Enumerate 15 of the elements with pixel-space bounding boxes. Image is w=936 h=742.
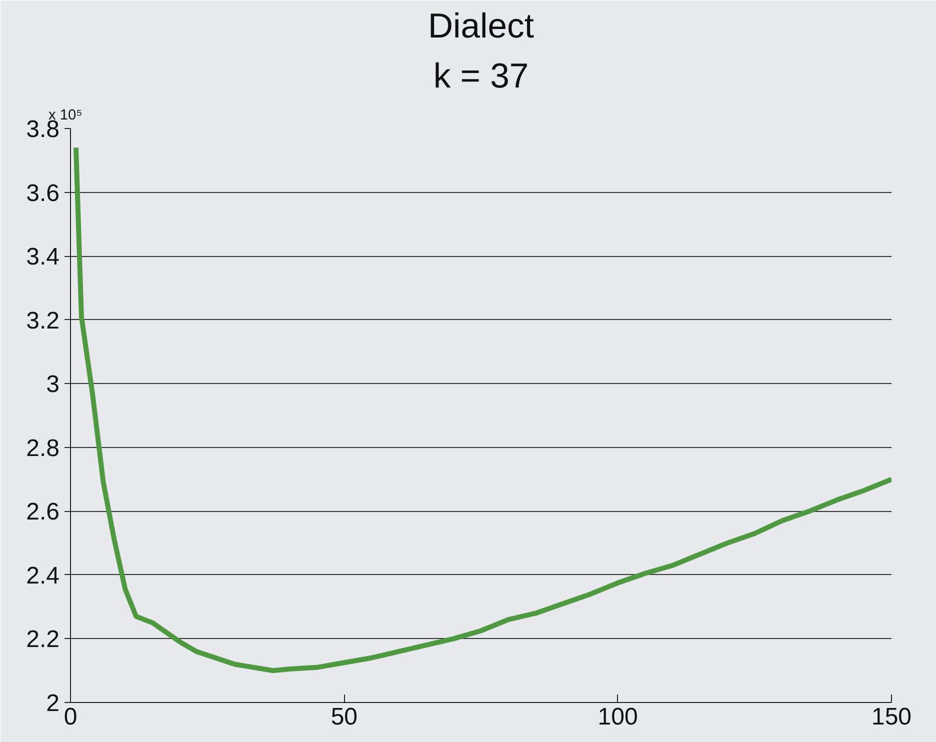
x-tick-label: 150 [871,704,912,730]
x-tick-label: 0 [64,704,78,730]
y-tick-label: 2.4 [26,562,60,590]
y-tick-label: 3.4 [26,244,60,271]
chart-title: Dialect [428,8,534,46]
x-tick-label: 50 [330,704,358,730]
y-tick-label: 3.6 [26,180,60,207]
y-tick-label: 2.2 [26,626,60,654]
y-tick-label: 2 [46,690,60,717]
y-tick-label: 2.6 [26,498,60,526]
x-tick-label: 100 [598,704,638,730]
y-tick-label: 3.2 [26,307,60,334]
chart-subtitle: k = 37 [433,58,529,96]
y-tick-label: 3 [46,371,60,398]
y-tick-label: 2.8 [26,434,60,462]
